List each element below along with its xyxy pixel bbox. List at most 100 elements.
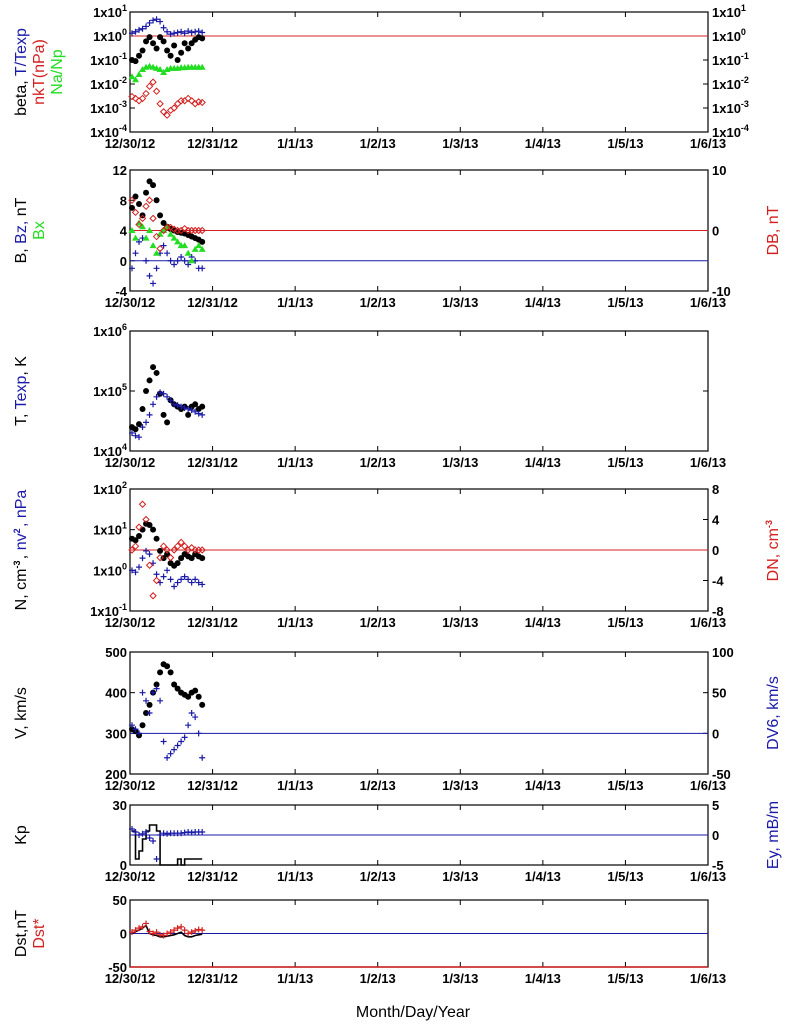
y2-tick-label: 0 [712, 224, 719, 239]
data-point [150, 930, 157, 937]
y2-tick-label: -5 [712, 858, 724, 873]
series-beta [129, 34, 206, 65]
y-tick-label: 1x100 [93, 27, 127, 44]
y-tick-label: -4 [115, 284, 127, 299]
data-point [167, 257, 174, 264]
data-point [199, 35, 206, 42]
data-point [142, 515, 150, 524]
data-point [195, 926, 202, 933]
x-tick-label: 12/30/12 [105, 971, 156, 986]
x-tick-label: 1/1/13 [277, 971, 313, 986]
y2-tick-label: 4 [712, 513, 720, 528]
data-point [146, 522, 153, 529]
panel-frame [129, 11, 709, 133]
data-point [173, 542, 182, 550]
data-point [199, 411, 206, 418]
data-point [132, 569, 139, 576]
data-point [164, 567, 171, 574]
x-axis-title: Month/Day/Year [356, 1004, 471, 1021]
y-tick-label: 0 [120, 927, 127, 942]
data-point [156, 100, 164, 108]
data-point [143, 547, 150, 554]
data-point [129, 204, 135, 211]
data-point [199, 555, 206, 562]
data-point [152, 87, 161, 95]
x-tick-label: 12/31/12 [187, 615, 238, 630]
data-point [199, 29, 206, 36]
y-axis-title: V, km/s [13, 687, 30, 739]
data-point [153, 45, 160, 52]
panel-Dst: 12/30/12 12/31/12 1/1/13 1/2/13 1/3/13 1/4/13… [13, 893, 726, 986]
data-point [139, 555, 146, 562]
data-point [136, 925, 143, 932]
data-point [181, 405, 188, 412]
data-point [136, 832, 143, 838]
data-point [139, 47, 146, 54]
y-tick-label: 1x106 [93, 322, 127, 339]
data-point [188, 257, 196, 264]
data-point [164, 393, 171, 400]
data-point [143, 829, 150, 835]
y-tick-label: 200 [105, 767, 127, 782]
data-point [138, 214, 147, 223]
data-point [142, 89, 150, 98]
y2-tick-label: 0 [712, 726, 719, 741]
data-point [178, 923, 185, 930]
data-point [195, 410, 202, 417]
y2-tick-label: 1x10-2 [712, 75, 749, 92]
data-point [153, 535, 160, 542]
y-tick-label: -50 [108, 960, 127, 975]
data-point [199, 581, 206, 588]
series-bx [128, 219, 206, 264]
data-point [198, 63, 206, 70]
data-point [146, 178, 153, 185]
data-point [143, 920, 150, 927]
data-point [143, 189, 150, 196]
x-tick-label: 1/2/13 [360, 778, 396, 793]
data-point [139, 223, 147, 230]
x-tick-label: 1/5/13 [607, 136, 643, 151]
y-tick-label: 1x10-3 [90, 99, 127, 116]
data-point [128, 196, 136, 204]
data-point [143, 388, 150, 394]
data-point [132, 927, 139, 934]
data-point [150, 526, 157, 533]
data-point [159, 542, 168, 550]
data-point [129, 429, 135, 436]
data-point [156, 66, 164, 73]
data-point [136, 730, 143, 737]
data-point [171, 30, 178, 37]
x-tick-label: 1/4/13 [525, 615, 561, 630]
data-point [150, 280, 157, 287]
data-point [150, 401, 157, 408]
panel-frame [129, 651, 709, 775]
data-point [139, 722, 146, 729]
data-point [166, 553, 175, 562]
data-point [167, 576, 174, 583]
data-point [131, 208, 140, 217]
data-point [185, 28, 192, 35]
x-tick-label: 1/6/13 [690, 615, 726, 630]
x-tick-label: 1/2/13 [360, 971, 396, 986]
x-tick-label: 12/31/12 [187, 778, 238, 793]
x-tick-label: 1/2/13 [360, 136, 396, 151]
data-point [129, 265, 135, 272]
y2-tick-label: 1x10-3 [712, 99, 749, 116]
data-point [128, 92, 136, 101]
data-point [136, 26, 143, 33]
data-point [191, 245, 199, 252]
data-point [174, 579, 181, 586]
x-tick-label: 1/1/13 [277, 455, 313, 470]
data-point [145, 561, 154, 569]
data-point [132, 58, 139, 65]
x-tick-label: 12/30/12 [105, 778, 156, 793]
y-tick-label: 0 [120, 254, 127, 269]
data-point [135, 70, 143, 77]
data-point [149, 78, 157, 86]
data-point [180, 224, 189, 233]
data-point [132, 829, 139, 835]
x-tick-label: 1/5/13 [607, 295, 643, 310]
data-point [185, 693, 192, 700]
data-point [157, 547, 164, 554]
y2-tick-label: 50 [712, 686, 726, 701]
